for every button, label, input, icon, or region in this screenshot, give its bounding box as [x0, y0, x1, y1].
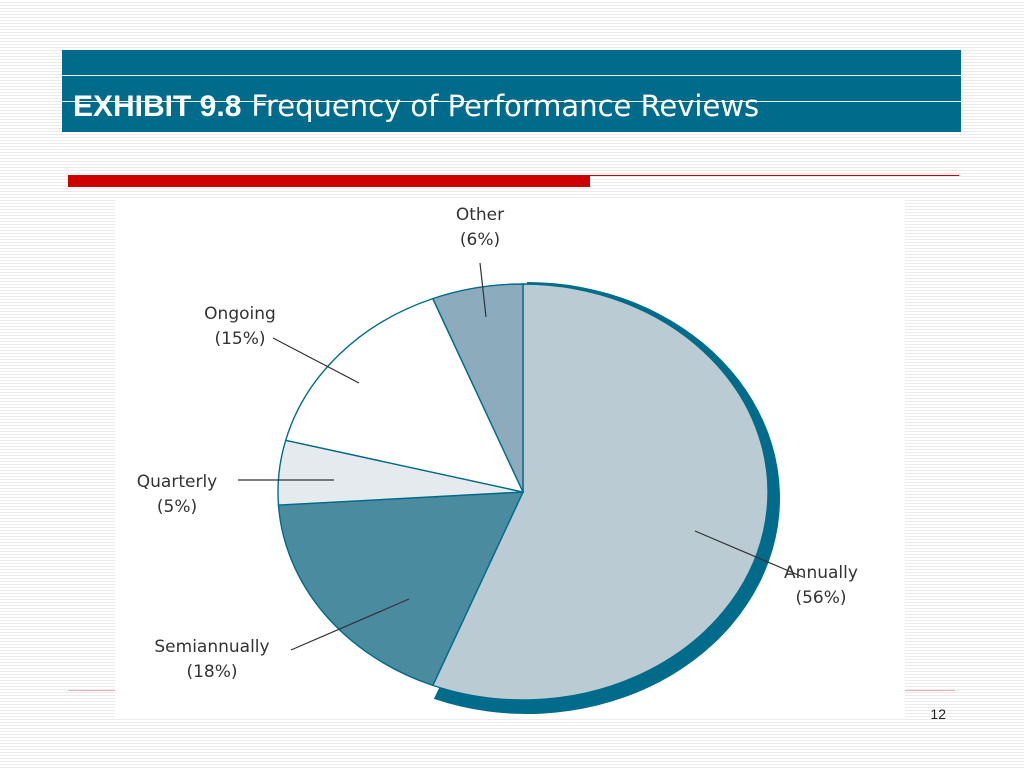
slice-label-other: Other [456, 205, 504, 225]
slice-label-quarterly: Quarterly [137, 472, 217, 492]
exhibit-title: Frequency of Performance Reviews [251, 89, 760, 123]
pie-slice-ongoing [284, 297, 525, 493]
slice-label-annually: Annually [784, 563, 858, 583]
slice-label-ongoing: Ongoing [204, 304, 276, 324]
slice-percent-annually: (56%) [795, 588, 846, 608]
slide-number: 12 [930, 706, 946, 722]
leader-line-ongoing [272, 337, 360, 384]
leader-line-annually [694, 530, 804, 578]
pie-chart: Annually (56%) Semiannually (18%) Quarterly (… [137, 205, 858, 714]
slice-label-semiannually: Semiannually [154, 637, 269, 657]
footer-rule-left [68, 690, 115, 691]
title-bar-rule-bottom [62, 101, 961, 102]
leader-line-other [479, 262, 487, 318]
slice-percent-semiannually: (18%) [186, 662, 237, 682]
pie-slice-annually [431, 283, 769, 701]
slice-percent-other: (6%) [460, 230, 500, 250]
chart-panel: Annually (56%) Semiannually (18%) Quarterly (… [115, 200, 905, 718]
slice-percent-ongoing: (15%) [214, 329, 265, 349]
slice-percent-quarterly: (5%) [157, 497, 197, 517]
footer-rule-right [905, 690, 955, 691]
pie-slice-semiannually [277, 491, 525, 687]
slide-title: EXHIBIT 9.8 Frequency of Performance Revi… [73, 88, 759, 125]
pie-slice-other [431, 283, 524, 493]
leader-line-semiannually [290, 598, 410, 651]
accent-bar-thick [68, 175, 590, 187]
accent-bar-thin [590, 175, 959, 176]
exhibit-number: EXHIBIT 9.8 [73, 90, 242, 123]
title-bar: EXHIBIT 9.8 Frequency of Performance Revi… [62, 50, 961, 132]
title-bar-rule-top [62, 75, 961, 76]
